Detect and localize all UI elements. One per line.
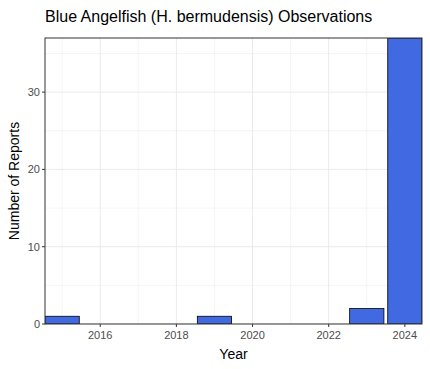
- grid-line: [252, 38, 253, 324]
- tick-mark: [176, 324, 177, 327]
- chart-title: Blue Angelfish (H. bermudensis) Observat…: [45, 8, 372, 25]
- plot-background: [45, 38, 422, 324]
- chart-container: 2016 2018 2020 2022 2024 0 10 20 30 Blue Angelfis…: [0, 0, 430, 369]
- tick-label: 2016: [88, 329, 112, 341]
- tick-mark: [42, 246, 45, 247]
- minor-grid-line: [138, 38, 139, 324]
- chart-svg: 2016 2018 2020 2022 2024 0 10 20 30 Blue Angelfis…: [0, 0, 430, 369]
- tick-label: 2024: [393, 329, 417, 341]
- minor-grid-line: [45, 208, 422, 209]
- bar: [388, 38, 422, 324]
- tick-label: 0: [34, 318, 40, 330]
- grid-line: [328, 38, 329, 324]
- tick-mark: [42, 92, 45, 93]
- tick-label: 2018: [164, 329, 188, 341]
- panel-border: [45, 38, 422, 324]
- minor-grid-line: [366, 38, 367, 324]
- bars: [45, 38, 422, 324]
- minor-grid-line: [290, 38, 291, 324]
- minor-grid-line: [45, 285, 422, 286]
- tick-mark: [328, 324, 329, 327]
- bar: [350, 309, 384, 324]
- grid: [45, 38, 422, 324]
- tick-label: 2022: [316, 329, 340, 341]
- minor-grid-line: [45, 130, 422, 131]
- bar: [45, 316, 79, 324]
- grid-line: [176, 38, 177, 324]
- minor-grid-line: [62, 38, 63, 324]
- axes: 2016 2018 2020 2022 2024 0 10 20 30: [28, 86, 417, 341]
- grid-line: [45, 246, 422, 247]
- grid-line: [100, 38, 101, 324]
- tick-mark: [404, 324, 405, 327]
- grid-line: [45, 92, 422, 93]
- x-axis-title: Year: [219, 346, 248, 362]
- grid-line: [45, 169, 422, 170]
- tick-label: 30: [28, 86, 40, 98]
- tick-label: 10: [28, 241, 40, 253]
- tick-label: 2020: [240, 329, 264, 341]
- bar: [197, 316, 231, 324]
- tick-mark: [42, 169, 45, 170]
- tick-mark: [252, 324, 253, 327]
- tick-mark: [100, 324, 101, 327]
- minor-grid-line: [45, 53, 422, 54]
- tick-label: 20: [28, 163, 40, 175]
- tick-mark: [42, 324, 45, 325]
- minor-grid-line: [214, 38, 215, 324]
- y-axis-title: Number of Reports: [6, 122, 22, 240]
